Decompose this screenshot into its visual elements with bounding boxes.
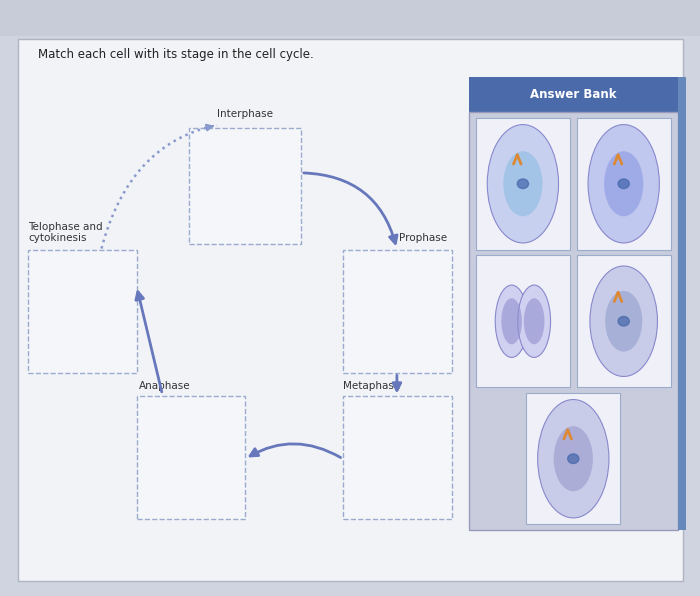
Text: Anaphase: Anaphase: [139, 381, 190, 391]
FancyBboxPatch shape: [0, 0, 700, 36]
Circle shape: [568, 454, 579, 464]
Ellipse shape: [588, 125, 659, 243]
FancyBboxPatch shape: [343, 250, 452, 372]
Ellipse shape: [503, 151, 542, 216]
Circle shape: [618, 179, 629, 188]
Ellipse shape: [605, 291, 643, 352]
Text: Metaphase: Metaphase: [343, 381, 400, 391]
FancyBboxPatch shape: [577, 118, 671, 250]
Ellipse shape: [501, 298, 522, 344]
FancyBboxPatch shape: [469, 112, 678, 530]
Ellipse shape: [518, 285, 551, 358]
Ellipse shape: [495, 285, 528, 358]
FancyBboxPatch shape: [526, 393, 620, 524]
FancyBboxPatch shape: [136, 396, 245, 519]
Ellipse shape: [554, 426, 593, 491]
FancyBboxPatch shape: [469, 77, 678, 112]
Text: Interphase: Interphase: [217, 109, 273, 119]
Ellipse shape: [538, 399, 609, 518]
FancyBboxPatch shape: [476, 118, 570, 250]
FancyBboxPatch shape: [18, 39, 682, 581]
Text: Telophase and
cytokinesis: Telophase and cytokinesis: [28, 222, 103, 243]
FancyBboxPatch shape: [678, 77, 686, 530]
FancyBboxPatch shape: [189, 128, 301, 244]
Ellipse shape: [590, 266, 657, 377]
Circle shape: [517, 179, 528, 188]
Text: Answer Bank: Answer Bank: [530, 88, 617, 101]
Ellipse shape: [524, 298, 545, 344]
Text: Match each cell with its stage in the cell cycle.: Match each cell with its stage in the ce…: [38, 48, 314, 61]
FancyBboxPatch shape: [577, 256, 671, 387]
FancyBboxPatch shape: [28, 250, 136, 372]
Ellipse shape: [604, 151, 643, 216]
Circle shape: [618, 316, 629, 326]
Ellipse shape: [487, 125, 559, 243]
FancyBboxPatch shape: [343, 396, 452, 519]
Text: Prophase: Prophase: [399, 233, 447, 243]
FancyBboxPatch shape: [476, 256, 570, 387]
